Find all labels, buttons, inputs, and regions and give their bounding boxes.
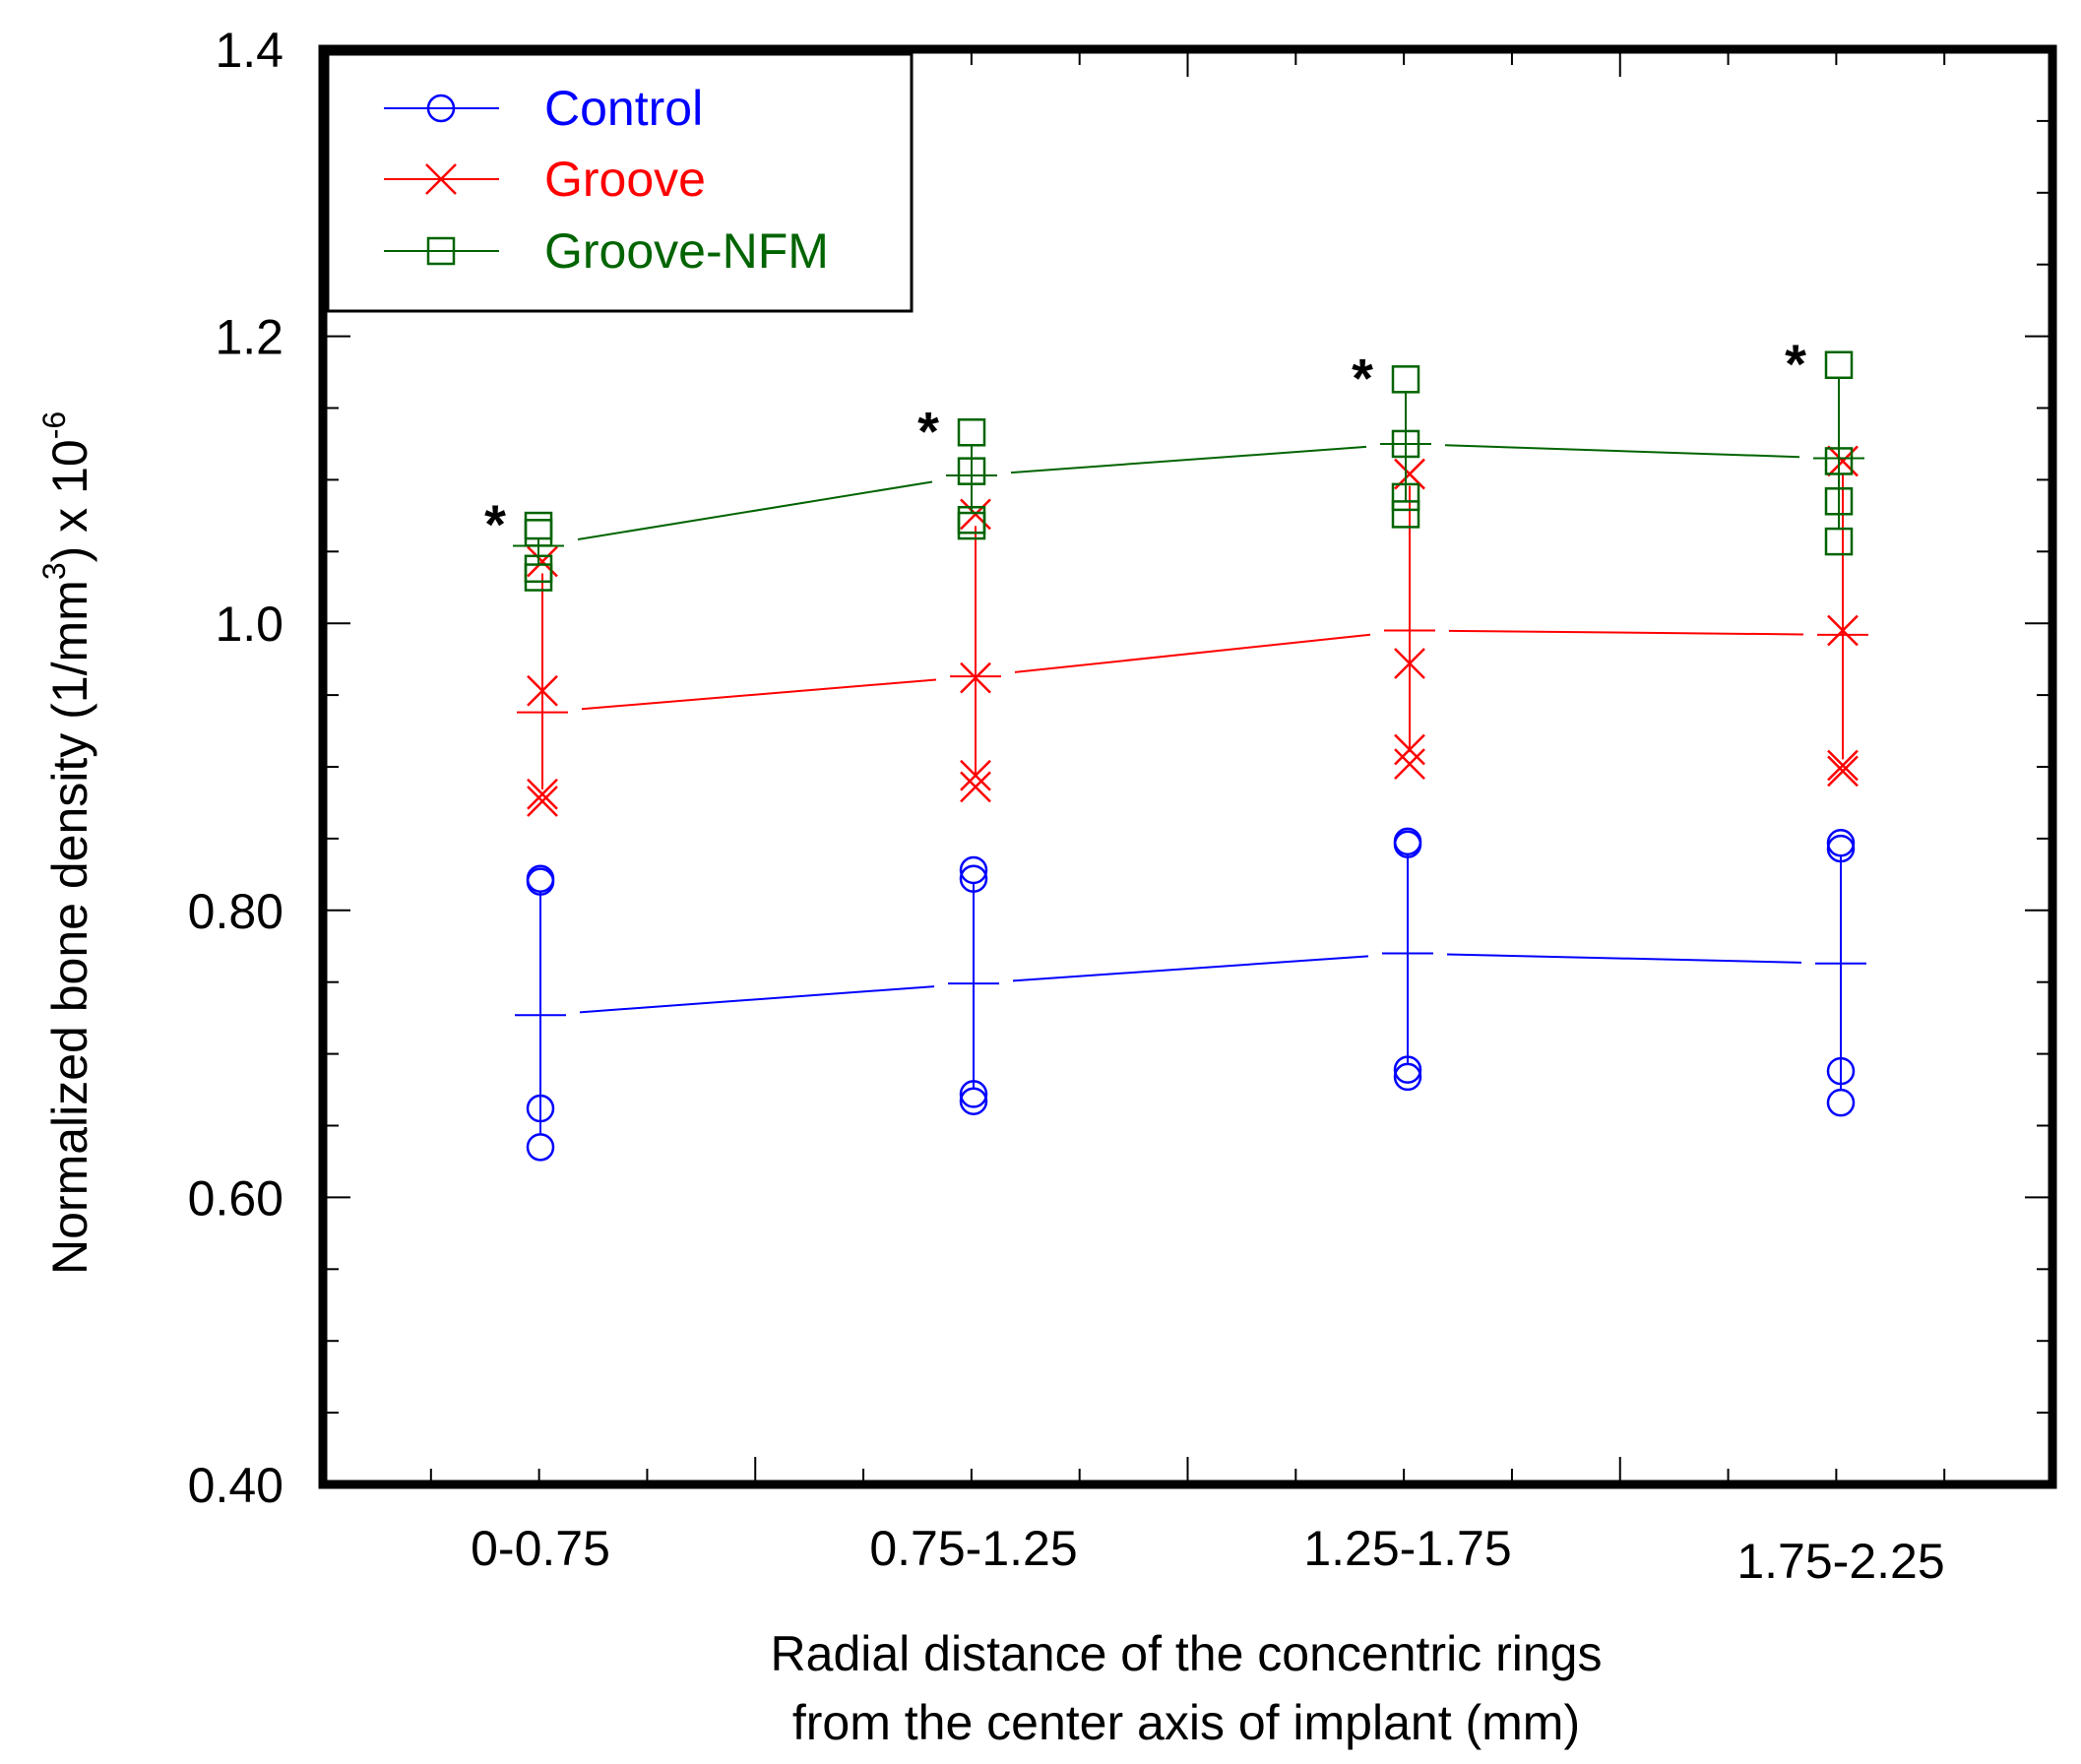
data-point-square	[524, 563, 553, 592]
data-point-circle	[959, 1080, 988, 1108]
data-point-circle	[1393, 1055, 1422, 1084]
data-point-circle	[426, 94, 456, 123]
x-axis-title-line-2: from the center axis of implant (mm)	[792, 1695, 1580, 1750]
mean-line	[1010, 445, 1367, 474]
data-point-x	[527, 674, 558, 707]
mean-line	[579, 985, 935, 1014]
data-point-circle	[1826, 1088, 1856, 1117]
data-point-x	[1394, 748, 1425, 780]
data-point-square	[426, 236, 456, 266]
data-point-circle	[959, 1087, 988, 1115]
data-point-x	[1827, 614, 1859, 647]
mean-line	[1448, 629, 1804, 636]
data-point-circle	[526, 1094, 555, 1123]
mean-line	[577, 480, 933, 540]
significance-asterisk: *	[1352, 346, 1373, 409]
x-tick-label: 0-0.75	[471, 1521, 610, 1576]
y-tick-label: 1.0	[215, 597, 284, 652]
series-groove	[517, 445, 1868, 817]
y-axis-title-sup1: 3	[36, 562, 72, 580]
y-axis-title-main: Normalized bone density (1/mm	[42, 580, 97, 1275]
series-control	[515, 827, 1866, 1162]
mean-line	[1444, 444, 1800, 459]
legend: Control Groove Groove-NFM	[326, 52, 914, 313]
mean-line	[1012, 955, 1369, 982]
significance-asterisk: *	[484, 493, 506, 555]
data-point-square	[1824, 527, 1854, 556]
y-tick-label: 0.60	[188, 1170, 284, 1226]
x-tick-label: 0.75-1.25	[869, 1521, 1077, 1576]
data-point-x	[1394, 733, 1425, 766]
data-point-square	[1391, 365, 1420, 394]
data-point-square	[524, 519, 553, 547]
y-tick-label: 0.80	[188, 884, 284, 939]
data-point-square	[1391, 500, 1420, 529]
mean-line	[1446, 953, 1802, 964]
legend-label: Groove	[544, 152, 706, 207]
data-point-x	[527, 778, 558, 810]
series-groove-nfm	[513, 350, 1864, 592]
data-point-circle	[1393, 1062, 1422, 1092]
legend-box	[326, 52, 914, 313]
legend-label: Control	[544, 81, 703, 136]
data-point-circle	[959, 864, 988, 893]
data-point-circle	[526, 1133, 555, 1162]
data-point-square	[1824, 350, 1854, 380]
data-point-square	[1391, 429, 1420, 459]
data-point-circle	[959, 855, 988, 885]
data-point-square	[957, 511, 986, 540]
y-axis-title: Normalized bone density (1/mm3) x 10-6	[36, 411, 97, 1275]
data-point-x	[1827, 749, 1859, 782]
data-point-x	[1394, 648, 1425, 679]
data-point-square	[957, 418, 986, 447]
x-tick-label: 1.75-2.25	[1736, 1534, 1944, 1589]
data-point-x	[1827, 755, 1859, 788]
y-axis-title-mid: ) x 10	[42, 439, 97, 562]
data-point-square	[1391, 482, 1420, 512]
marks-layer: * * * *	[484, 333, 1868, 1162]
mean-line	[581, 678, 937, 711]
data-point-x	[960, 662, 991, 694]
data-point-circle	[526, 864, 555, 893]
y-axis-title-sup2: -6	[36, 411, 72, 439]
legend-items: Control Groove Groove-NFM	[384, 81, 829, 279]
data-point-x	[527, 786, 558, 817]
data-point-circle	[1393, 830, 1422, 858]
y-tick-label: 1.2	[215, 310, 284, 365]
y-tick-label: 0.40	[188, 1458, 284, 1513]
x-axis-title-line-1: Radial distance of the concentric rings	[771, 1626, 1603, 1681]
data-point-x	[960, 759, 991, 791]
data-point-square	[1824, 447, 1854, 475]
axis-layer: 0.40 0.60 0.80 1.0 1.2 1.4 0-0.75 0.75-1.25 1.25…	[188, 23, 2053, 1589]
data-point-square	[1824, 487, 1854, 516]
x-tick-label: 1.25-1.75	[1303, 1521, 1511, 1576]
significance-asterisk: *	[1785, 333, 1806, 395]
data-point-circle	[1826, 834, 1856, 863]
mean-line	[1014, 633, 1371, 673]
data-point-x	[960, 771, 991, 803]
data-point-square	[957, 457, 986, 485]
data-point-circle	[1826, 1056, 1856, 1086]
significance-asterisk: *	[917, 400, 939, 462]
data-point-x	[425, 163, 457, 195]
legend-label: Groove-NFM	[544, 223, 829, 279]
y-tick-label: 1.4	[215, 23, 284, 78]
